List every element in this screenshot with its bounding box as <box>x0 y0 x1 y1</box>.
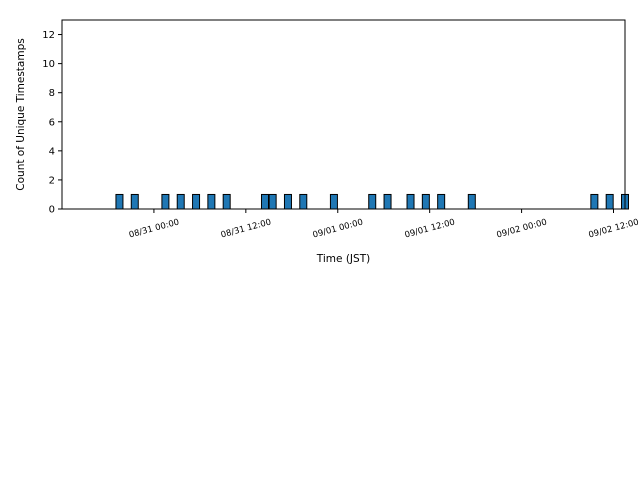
x-tick-label: 09/01 12:00 <box>404 217 457 240</box>
bar-13 <box>383 193 392 210</box>
x-axis-ticks: 08/31 00:00 08/31 12:00 09/01 00:00 09/01 1… <box>128 209 640 240</box>
y-tick-label: 6 <box>49 117 55 128</box>
bar-10 <box>299 193 308 210</box>
bar-3 <box>176 193 185 210</box>
bar-5 <box>207 193 216 210</box>
bar-19 <box>605 193 614 210</box>
x-tick-label: 09/02 12:00 <box>588 217 640 240</box>
x-tick-label: 08/31 12:00 <box>220 217 273 240</box>
bar-6 <box>222 193 231 210</box>
bar-11 <box>329 193 338 210</box>
bar-7 <box>260 193 269 210</box>
bar-0 <box>115 193 124 210</box>
y-tick-label: 12 <box>42 30 55 41</box>
plot-frame <box>61 19 626 210</box>
y-tick-label: 2 <box>49 175 55 186</box>
bar-1 <box>130 193 139 210</box>
bar-4 <box>192 193 201 210</box>
x-tick-label: 09/01 00:00 <box>312 217 365 240</box>
bar-2 <box>161 193 170 210</box>
bar-8 <box>268 193 277 210</box>
y-tick-label: 4 <box>49 146 55 157</box>
y-axis-label: Count of Unique Timestamps <box>15 38 27 190</box>
y-axis-ticks: 0 2 4 6 8 10 12 <box>42 30 62 216</box>
bar-14 <box>406 193 415 210</box>
x-tick-label: 09/02 00:00 <box>496 217 549 240</box>
bar-18 <box>590 193 599 210</box>
bar-9 <box>283 193 292 210</box>
y-tick-label: 8 <box>49 88 55 99</box>
bars-group <box>115 193 629 210</box>
x-tick-label: 08/31 00:00 <box>128 217 181 240</box>
bar-16 <box>437 193 446 210</box>
y-tick-label: 10 <box>42 59 55 70</box>
bar-15 <box>421 193 430 210</box>
x-axis-label: Time (JST) <box>316 253 370 265</box>
bar-12 <box>368 193 377 210</box>
bar-17 <box>467 193 476 210</box>
y-tick-label: 0 <box>49 205 55 216</box>
